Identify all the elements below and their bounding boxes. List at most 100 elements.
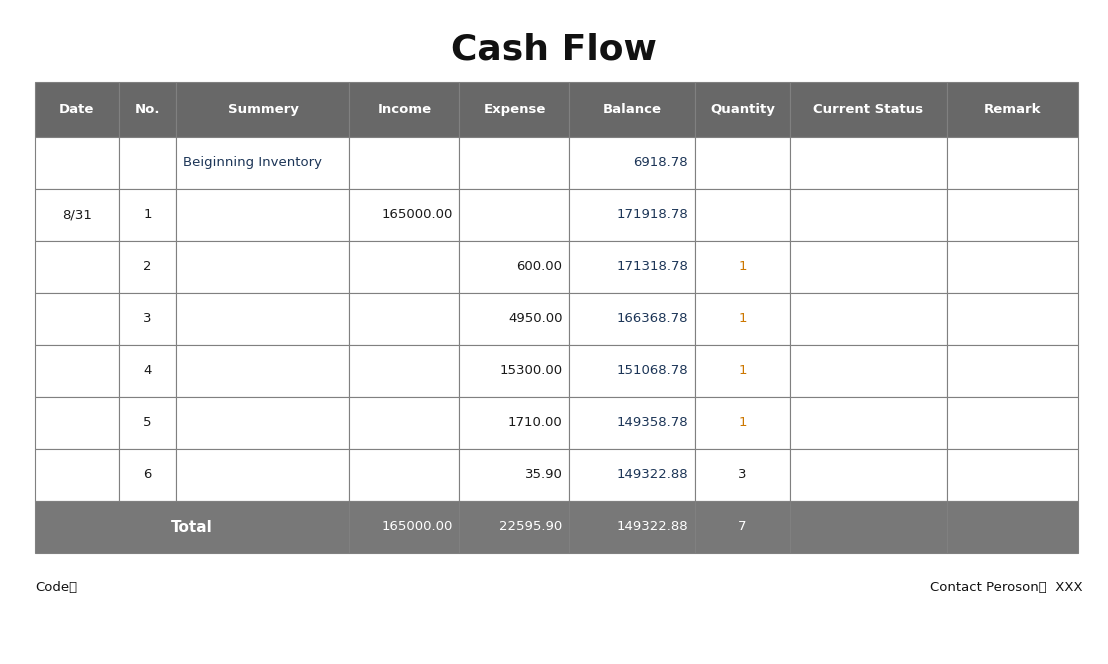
- Bar: [35, 82, 119, 137]
- Bar: [790, 501, 946, 553]
- Bar: [35, 501, 349, 553]
- Bar: [35, 189, 119, 241]
- Bar: [176, 82, 349, 137]
- Text: 15300.00: 15300.00: [500, 365, 563, 378]
- Bar: [695, 137, 790, 189]
- Bar: [570, 449, 695, 501]
- Bar: [570, 397, 695, 449]
- Bar: [349, 449, 460, 501]
- Bar: [946, 137, 1078, 189]
- Bar: [119, 397, 176, 449]
- Bar: [460, 449, 570, 501]
- Text: Current Status: Current Status: [813, 103, 923, 116]
- Text: 1: 1: [738, 365, 747, 378]
- Bar: [695, 345, 790, 397]
- Bar: [119, 189, 176, 241]
- Bar: [176, 241, 349, 293]
- Bar: [460, 501, 570, 553]
- Bar: [570, 189, 695, 241]
- Text: 8/31: 8/31: [62, 208, 92, 222]
- Bar: [946, 449, 1078, 501]
- Bar: [946, 241, 1078, 293]
- Text: 1710.00: 1710.00: [507, 416, 563, 430]
- Bar: [35, 397, 119, 449]
- Bar: [176, 397, 349, 449]
- Bar: [35, 449, 119, 501]
- Text: 171918.78: 171918.78: [616, 208, 688, 222]
- Bar: [570, 137, 695, 189]
- Text: Beiginning Inventory: Beiginning Inventory: [184, 157, 322, 169]
- Bar: [349, 189, 460, 241]
- Bar: [790, 137, 946, 189]
- Text: 149358.78: 149358.78: [617, 416, 688, 430]
- Text: 7: 7: [738, 521, 747, 533]
- Bar: [790, 449, 946, 501]
- Text: Contact Peroson：  XXX: Contact Peroson： XXX: [931, 581, 1083, 594]
- Bar: [460, 345, 570, 397]
- Bar: [695, 189, 790, 241]
- Bar: [349, 137, 460, 189]
- Text: 4: 4: [143, 365, 152, 378]
- Bar: [790, 82, 946, 137]
- Bar: [35, 293, 119, 345]
- Bar: [695, 82, 790, 137]
- Bar: [946, 397, 1078, 449]
- Text: Total: Total: [172, 519, 213, 535]
- Text: Cash Flow: Cash Flow: [451, 32, 657, 66]
- Bar: [35, 241, 119, 293]
- Text: Income: Income: [378, 103, 431, 116]
- Bar: [176, 449, 349, 501]
- Bar: [35, 137, 119, 189]
- Bar: [119, 82, 176, 137]
- Bar: [946, 345, 1078, 397]
- Bar: [460, 189, 570, 241]
- Text: 165000.00: 165000.00: [381, 208, 452, 222]
- Bar: [119, 241, 176, 293]
- Text: 5: 5: [143, 416, 152, 430]
- Bar: [570, 82, 695, 137]
- Bar: [460, 293, 570, 345]
- Bar: [790, 397, 946, 449]
- Bar: [349, 397, 460, 449]
- Text: 149322.88: 149322.88: [617, 521, 688, 533]
- Bar: [570, 241, 695, 293]
- Text: 4950.00: 4950.00: [507, 313, 563, 325]
- Bar: [790, 345, 946, 397]
- Text: 1: 1: [738, 416, 747, 430]
- Bar: [695, 241, 790, 293]
- Bar: [790, 241, 946, 293]
- Bar: [119, 345, 176, 397]
- Text: 166368.78: 166368.78: [617, 313, 688, 325]
- Bar: [176, 189, 349, 241]
- Text: 171318.78: 171318.78: [616, 260, 688, 274]
- Bar: [349, 345, 460, 397]
- Bar: [349, 501, 460, 553]
- Bar: [460, 397, 570, 449]
- Text: Remark: Remark: [984, 103, 1042, 116]
- Text: 3: 3: [738, 469, 747, 481]
- Bar: [349, 241, 460, 293]
- Bar: [946, 82, 1078, 137]
- Text: 165000.00: 165000.00: [381, 521, 452, 533]
- Bar: [460, 82, 570, 137]
- Bar: [570, 345, 695, 397]
- Bar: [695, 397, 790, 449]
- Bar: [176, 137, 349, 189]
- Bar: [570, 501, 695, 553]
- Bar: [349, 293, 460, 345]
- Bar: [349, 82, 460, 137]
- Bar: [460, 241, 570, 293]
- Bar: [176, 345, 349, 397]
- Bar: [946, 189, 1078, 241]
- Text: 149322.88: 149322.88: [617, 469, 688, 481]
- Text: No.: No.: [135, 103, 161, 116]
- Text: Summery: Summery: [227, 103, 298, 116]
- Bar: [119, 137, 176, 189]
- Bar: [35, 345, 119, 397]
- Text: 22595.90: 22595.90: [500, 521, 563, 533]
- Bar: [790, 189, 946, 241]
- Text: 600.00: 600.00: [516, 260, 563, 274]
- Bar: [570, 293, 695, 345]
- Bar: [695, 293, 790, 345]
- Bar: [176, 293, 349, 345]
